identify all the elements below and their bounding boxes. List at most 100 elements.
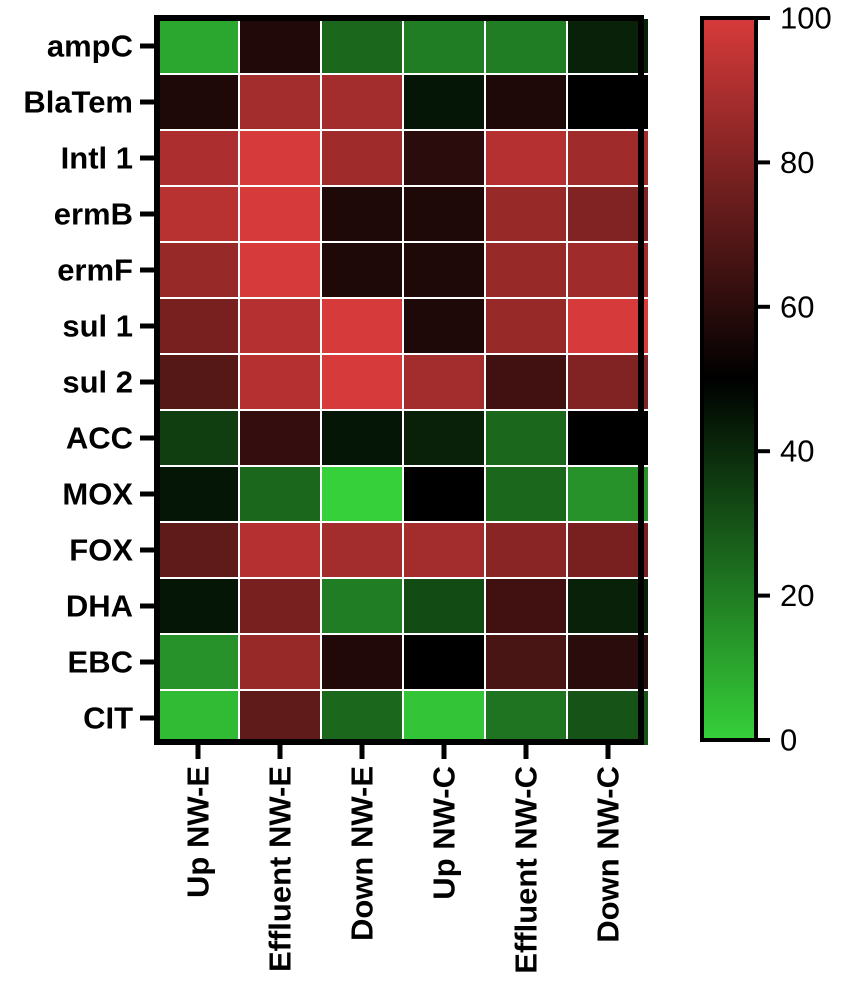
row-label: ACC <box>66 421 133 456</box>
heatmap-cell <box>320 297 404 355</box>
row-label: EBC <box>68 645 133 680</box>
heatmap-cell <box>402 633 486 691</box>
column-label: Down NW-C <box>591 766 626 943</box>
row-label: sul 1 <box>62 309 133 344</box>
heatmap-cell <box>320 577 404 635</box>
heatmap-cell <box>402 577 486 635</box>
heatmap-cell <box>320 465 404 523</box>
heatmap-cell <box>402 129 486 187</box>
heatmap-cell <box>156 241 240 299</box>
row-label: Intl 1 <box>61 141 133 176</box>
row-label: ermF <box>57 253 133 288</box>
heatmap-cell <box>238 185 322 243</box>
heatmap-cell <box>320 409 404 467</box>
heatmap-cell <box>238 633 322 691</box>
colorbar-tick-label: 20 <box>780 578 814 613</box>
heatmap-cell <box>402 241 486 299</box>
heatmap-cell <box>320 73 404 131</box>
heatmap-cell <box>320 633 404 691</box>
heatmap-cell <box>402 73 486 131</box>
heatmap-cell <box>320 17 404 75</box>
row-label: BlaTem <box>23 85 133 120</box>
row-label: ermB <box>54 197 133 232</box>
row-label: FOX <box>69 533 133 568</box>
heatmap-cell <box>566 689 650 747</box>
heatmap-cell <box>566 185 650 243</box>
colorbar-axis: 0 20 40 60 80 100 <box>756 1 832 758</box>
heatmap-cell <box>484 633 568 691</box>
column-label: Effluent NW-C <box>509 766 544 974</box>
heatmap-cell <box>402 521 486 579</box>
heatmap-cell <box>320 185 404 243</box>
heatmap-cell <box>156 129 240 187</box>
colorbar-tick-label: 60 <box>780 289 814 324</box>
heatmap-cell <box>566 633 650 691</box>
heatmap-cell <box>238 297 322 355</box>
heatmap-cell <box>566 577 650 635</box>
heatmap-cell <box>402 297 486 355</box>
column-axis: Up NW-E Effluent NW-E Down NW-E Up NW-C Effl… <box>181 742 626 974</box>
heatmap-cell <box>402 17 486 75</box>
heatmap-cell <box>238 465 322 523</box>
colorbar-tick-label: 80 <box>780 145 814 180</box>
heatmap-cell <box>484 577 568 635</box>
heatmap-cell <box>156 17 240 75</box>
column-label: Down NW-E <box>345 766 380 941</box>
heatmap-cell <box>566 409 650 467</box>
heatmap-cell <box>238 129 322 187</box>
heatmap-cell <box>484 353 568 411</box>
heatmap-cell <box>320 521 404 579</box>
heatmap-cell <box>156 353 240 411</box>
heatmap-cell <box>156 633 240 691</box>
heatmap-cell <box>238 353 322 411</box>
heatmap-cell <box>484 17 568 75</box>
heatmap-cell <box>156 521 240 579</box>
colorbar-tick-label: 0 <box>780 723 797 758</box>
heatmap-cell <box>484 297 568 355</box>
heatmap-cell <box>402 689 486 747</box>
heatmap-cell <box>402 465 486 523</box>
heatmap-cell <box>238 73 322 131</box>
heatmap-cell <box>156 185 240 243</box>
heatmap-cell <box>238 521 322 579</box>
heatmap-cell <box>484 129 568 187</box>
heatmap-cell <box>320 689 404 747</box>
heatmap-cell <box>484 73 568 131</box>
heatmap-cell <box>320 241 404 299</box>
heatmap-cell <box>238 577 322 635</box>
heatmap-cell <box>402 353 486 411</box>
colorbar <box>700 16 758 742</box>
heatmap-cell <box>238 241 322 299</box>
heatmap-cell <box>156 465 240 523</box>
heatmap-cell <box>566 241 650 299</box>
heatmap-cell <box>484 521 568 579</box>
colorbar-tick-label: 40 <box>780 434 814 469</box>
heatmap-cell <box>484 241 568 299</box>
column-label: Up NW-E <box>181 766 216 898</box>
heatmap-cell <box>156 689 240 747</box>
row-axis: ampC BlaTem Intl 1 ermB ermF sul 1 sul 2 ACC MOX… <box>23 29 157 736</box>
heatmap-cell <box>238 17 322 75</box>
heatmap-cell <box>402 185 486 243</box>
heatmap-cell <box>156 577 240 635</box>
heatmap-cell <box>238 689 322 747</box>
heatmap-cell <box>566 129 650 187</box>
heatmap-cell <box>484 409 568 467</box>
heatmap-cell <box>484 689 568 747</box>
heatmap-cell <box>566 73 650 131</box>
heatmap-cell <box>566 521 650 579</box>
row-label: ampC <box>47 29 133 64</box>
heatmap-cell <box>402 409 486 467</box>
heatmap-cell <box>320 129 404 187</box>
heatmap-cell <box>484 185 568 243</box>
heatmap-cell <box>566 17 650 75</box>
column-label: Effluent NW-E <box>263 766 298 972</box>
heatmap-cell <box>484 465 568 523</box>
heatmap-cell <box>156 73 240 131</box>
heatmap-cell <box>566 297 650 355</box>
column-label: Up NW-C <box>427 766 462 900</box>
colorbar-tick-label: 100 <box>780 1 832 36</box>
heatmap-cell <box>156 409 240 467</box>
